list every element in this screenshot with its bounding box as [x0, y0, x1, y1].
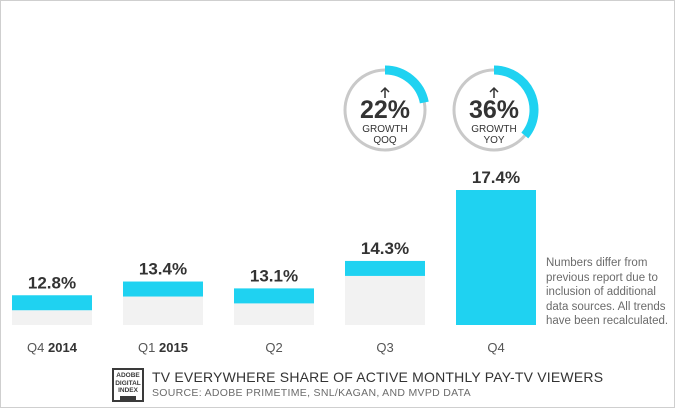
bar-background: [345, 275, 425, 325]
recalculation-note: Numbers differ from previous report due …: [546, 257, 669, 327]
growth-ring-arc: [493, 65, 539, 139]
bar-group: 13.1% Q2: [234, 266, 314, 355]
category-label-period: Q3: [376, 340, 393, 355]
category-label: Q4: [487, 340, 504, 355]
bar-value-cap: [345, 260, 425, 276]
category-label: Q1 2015: [138, 340, 188, 355]
bar-value-label: 13.4%: [139, 260, 187, 279]
category-label-period: Q1: [138, 340, 159, 355]
logo-line-adobe: ADOBE: [116, 372, 140, 379]
bar-value-label: 14.3%: [361, 239, 409, 258]
bar-value-label: 12.8%: [28, 273, 76, 292]
up-arrow-icon: [489, 86, 499, 98]
logo-line-digital: DIGITAL: [115, 379, 141, 387]
category-label-period: Q4: [27, 340, 48, 355]
growth-ring-period: QOQ: [373, 135, 397, 146]
up-arrow-icon: [380, 86, 390, 98]
bar-value-cap: [234, 288, 314, 304]
chart-caption-title: TV EVERYWHERE SHARE OF ACTIVE MONTHLY PA…: [152, 369, 604, 385]
growth-ring-value: 22%: [360, 96, 410, 124]
growth-ring-label: GROWTH: [471, 124, 517, 135]
adobe-digital-index-logo: ADOBE DIGITAL INDEX: [112, 368, 144, 402]
bar-group: 12.8% Q4 2014: [12, 273, 92, 355]
chart-caption-source: SOURCE: ADOBE PRIMETIME, SNL/KAGAN, AND …: [152, 387, 471, 399]
bar-background: [12, 310, 92, 325]
bar-group: 13.4% Q1 2015: [123, 260, 203, 355]
bar-highlight: [456, 190, 536, 325]
category-label: Q2: [265, 340, 282, 355]
growth-ring-period: YOY: [483, 135, 504, 146]
category-label-year: 2015: [159, 340, 188, 355]
logo-year-bar: [120, 395, 136, 401]
category-label-period: Q4: [487, 340, 504, 355]
growth-ring-label: GROWTH: [362, 124, 408, 135]
bar-background: [123, 296, 203, 325]
bar-value-cap: [123, 281, 203, 297]
bar-group: 17.4% Q4: [456, 168, 536, 355]
category-label: Q4 2014: [27, 340, 78, 355]
category-label-period: Q2: [265, 340, 282, 355]
bar-value-cap: [12, 295, 92, 311]
bar-value-label: 13.1%: [250, 266, 298, 285]
growth-ring-value: 36%: [469, 96, 519, 124]
bar-background: [234, 303, 314, 325]
category-label-year: 2014: [48, 340, 78, 355]
logo-line-index: INDEX: [118, 387, 138, 394]
growth-ring-arc: [384, 65, 429, 104]
category-label: Q3: [376, 340, 393, 355]
bar-value-label: 17.4%: [472, 168, 520, 187]
bar-group: 14.3% Q3: [345, 239, 425, 355]
